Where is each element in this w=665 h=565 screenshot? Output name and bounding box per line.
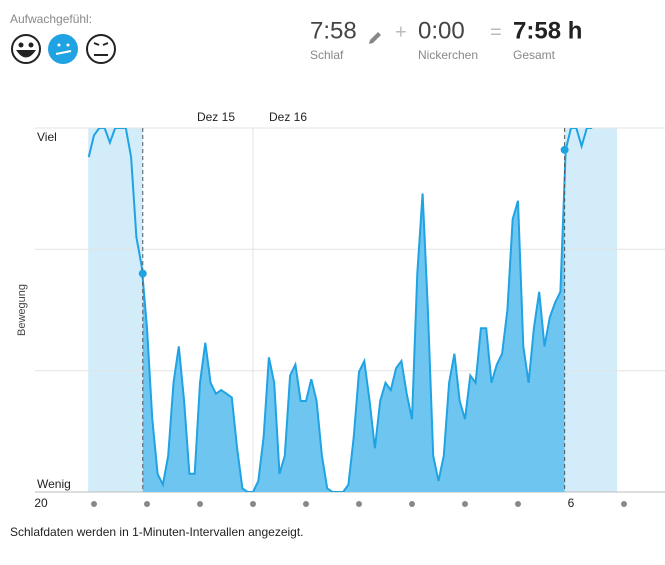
y-top-label: Viel xyxy=(37,130,57,144)
movement-line xyxy=(87,128,593,492)
mood-sad[interactable] xyxy=(86,34,116,64)
equals-sign: = xyxy=(490,21,502,43)
awake-region xyxy=(88,128,143,492)
x-tick-dot xyxy=(409,501,415,507)
x-tick-dot xyxy=(515,501,521,507)
total-label: Gesamt xyxy=(513,48,556,62)
awake-region xyxy=(564,128,618,492)
edit-icon[interactable] xyxy=(369,32,381,44)
movement-area xyxy=(142,178,565,492)
nap-value: 0:00 xyxy=(418,17,465,44)
sleep-label: Schlaf xyxy=(310,48,344,62)
x-tick-dot xyxy=(356,501,362,507)
x-tick-label: 20 xyxy=(34,496,48,510)
sleep-value: 7:58 xyxy=(310,17,357,44)
x-tick-dot xyxy=(303,501,309,507)
sleep-marker xyxy=(560,145,569,154)
date-label: Dez 16 xyxy=(269,110,307,124)
mood-happy[interactable] xyxy=(11,34,41,64)
x-tick-dot xyxy=(91,501,97,507)
date-label: Dez 15 xyxy=(197,110,235,124)
x-tick-dot xyxy=(621,501,627,507)
x-tick-label: 6 xyxy=(568,496,575,510)
y-axis-title: Bewegung xyxy=(16,284,28,336)
x-tick-dot xyxy=(197,501,203,507)
x-tick-dot xyxy=(462,501,468,507)
y-bottom-label: Wenig xyxy=(37,477,71,491)
mood-neutral-selected[interactable] xyxy=(48,34,78,64)
sleep-marker xyxy=(138,269,147,278)
x-tick-dot xyxy=(144,501,150,507)
x-tick-dot xyxy=(250,501,256,507)
plot-area xyxy=(87,128,593,492)
mood-label: Aufwachgefühl: xyxy=(10,12,92,26)
footer-note: Schlafdaten werden in 1-Minuten-Interval… xyxy=(10,525,304,539)
chart: Dez 15 Dez 16 Viel Wenig Bewegung 20 6 xyxy=(16,110,665,510)
nap-label: Nickerchen xyxy=(418,48,478,62)
plus-sign: + xyxy=(395,21,407,43)
total-value: 7:58 h xyxy=(513,17,582,44)
